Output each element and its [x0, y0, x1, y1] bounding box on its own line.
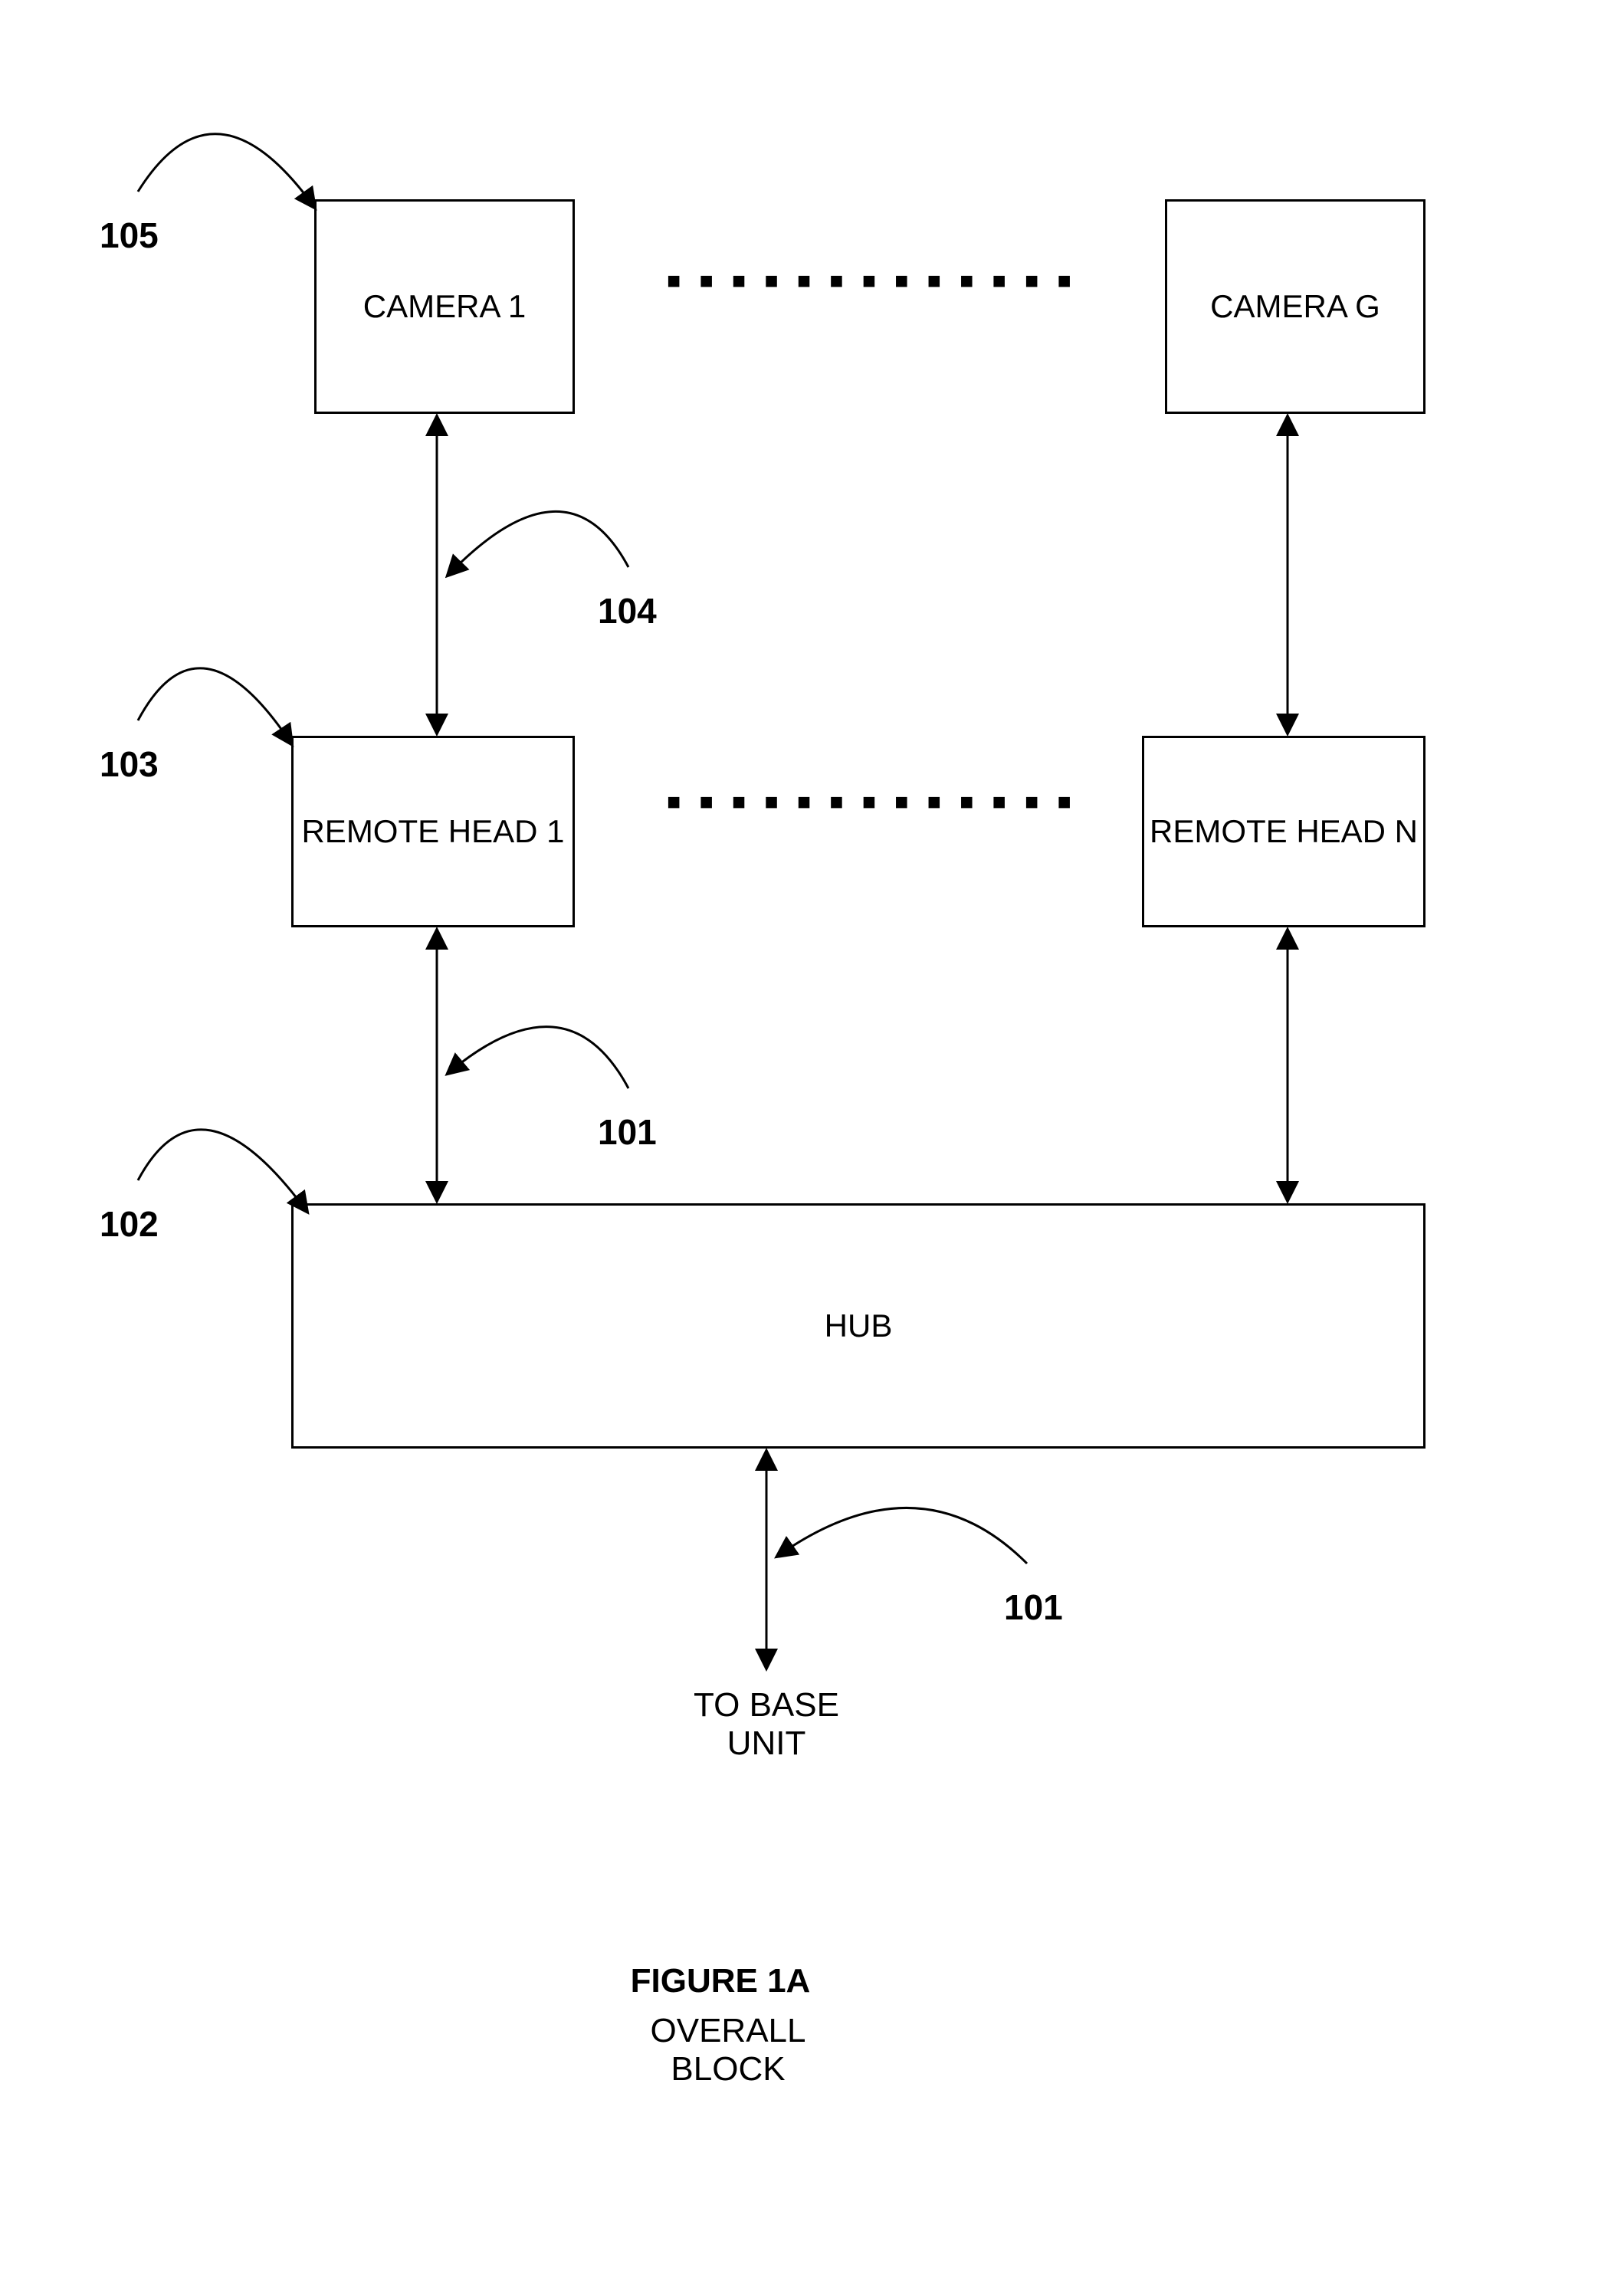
ref-104: 104	[598, 590, 657, 632]
to-base-unit-label: TO BASE UNIT	[667, 1686, 866, 1763]
hub-label: HUB	[825, 1305, 893, 1347]
ellipsis-row-1: ■ ■ ■ ■ ■ ■ ■ ■ ■ ■ ■ ■ ■	[667, 268, 1078, 294]
remote-head-n-label: REMOTE HEAD N	[1150, 811, 1418, 853]
ref-101-upper: 101	[598, 1111, 657, 1153]
pointer-102	[138, 1130, 307, 1211]
ref-105: 105	[100, 215, 159, 256]
figure-title: FIGURE 1A	[605, 1962, 835, 2000]
pointer-105	[138, 134, 314, 207]
remote-head-n-box: REMOTE HEAD N	[1142, 736, 1426, 927]
ref-102: 102	[100, 1203, 159, 1245]
camera-1-box: CAMERA 1	[314, 199, 575, 414]
hub-box: HUB	[291, 1203, 1426, 1449]
figure-subtitle: OVERALL BLOCK	[644, 2012, 812, 2089]
remote-head-1-label: REMOTE HEAD 1	[301, 811, 564, 853]
pointer-103	[138, 668, 291, 743]
pointer-101b	[778, 1508, 1027, 1564]
pointer-104	[448, 511, 628, 575]
ref-101-lower: 101	[1004, 1587, 1063, 1628]
pointer-101a	[448, 1027, 628, 1088]
ref-103: 103	[100, 743, 159, 785]
camera-1-label: CAMERA 1	[363, 286, 526, 328]
camera-g-box: CAMERA G	[1165, 199, 1426, 414]
camera-g-label: CAMERA G	[1210, 286, 1380, 328]
remote-head-1-box: REMOTE HEAD 1	[291, 736, 575, 927]
ellipsis-row-2: ■ ■ ■ ■ ■ ■ ■ ■ ■ ■ ■ ■ ■	[667, 789, 1078, 815]
